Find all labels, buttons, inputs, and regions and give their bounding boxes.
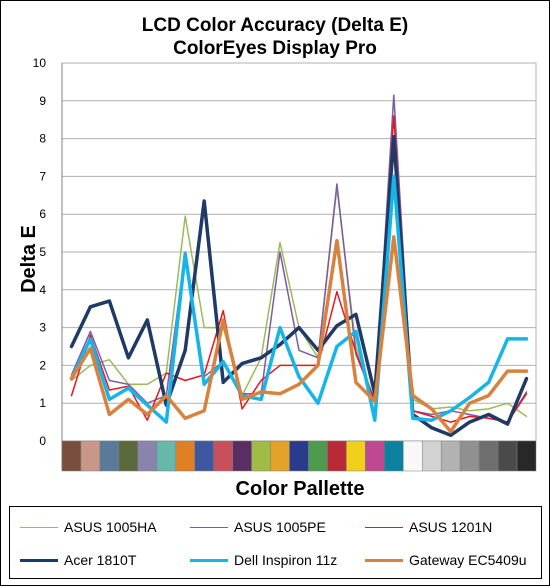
palette-swatch	[516, 440, 537, 472]
y-tick-label: 9	[39, 94, 46, 108]
legend-swatch	[365, 526, 403, 528]
y-tick-label: 4	[39, 283, 46, 297]
y-tick-label: 7	[39, 169, 46, 183]
y-tick-label: 2	[39, 358, 46, 372]
y-tick-label: 10	[33, 56, 47, 70]
palette-swatch	[61, 440, 82, 472]
y-tick-labels: 0 1 2 3 4 5 6 7 8 9 10	[33, 56, 47, 448]
y-tick-label: 8	[39, 132, 46, 146]
legend-item: Dell Inspiron 11z	[190, 550, 337, 570]
legend-label: ASUS 1005HA	[64, 519, 157, 535]
color-palette-strip	[61, 440, 537, 472]
palette-swatch	[440, 440, 461, 472]
palette-swatch	[289, 440, 309, 472]
legend-swatch	[20, 558, 58, 562]
series-line	[70, 115, 528, 423]
chart-area: LCD Color Accuracy (Delta E) ColorEyes D…	[18, 15, 537, 500]
palette-swatch	[251, 440, 271, 472]
legend-swatch	[190, 558, 228, 562]
palette-swatch	[365, 440, 385, 472]
y-tick-label: 0	[39, 434, 46, 448]
legend-item: ASUS 1005HA	[20, 517, 157, 537]
legend-item: Acer 1810T	[20, 550, 136, 570]
legend-label: Gateway EC5409u	[409, 552, 527, 568]
y-tick-label: 5	[39, 245, 46, 259]
series-lines	[69, 94, 529, 438]
palette-swatch	[118, 440, 139, 472]
y-axis-title: Delta E	[18, 225, 40, 293]
y-tick-label: 3	[39, 321, 46, 335]
palette-swatch	[478, 440, 499, 472]
palette-swatch	[327, 440, 347, 472]
legend: ASUS 1005HA ASUS 1005PE ASUS 1201N Acer …	[9, 506, 542, 579]
legend-swatch	[20, 526, 58, 528]
palette-swatch	[175, 440, 195, 472]
palette-swatch	[308, 440, 328, 472]
palette-swatch	[459, 440, 480, 472]
legend-swatch	[190, 526, 228, 528]
palette-swatch	[497, 440, 518, 472]
series-line	[69, 134, 529, 438]
series-line	[69, 235, 529, 434]
legend-item: ASUS 1201N	[365, 517, 492, 537]
palette-swatch	[99, 440, 120, 472]
y-tick-label: 6	[39, 207, 46, 221]
x-axis-title: Color Pallette	[236, 478, 365, 500]
legend-item: ASUS 1005PE	[190, 517, 326, 537]
legend-swatch	[365, 558, 403, 562]
legend-label: ASUS 1201N	[409, 519, 493, 535]
palette-swatch	[421, 440, 442, 472]
chart-title: LCD Color Accuracy (Delta E)	[142, 15, 408, 36]
palette-swatch	[156, 440, 177, 472]
y-tick-label: 1	[39, 396, 46, 410]
series-line	[69, 174, 529, 424]
palette-swatch	[194, 440, 214, 472]
palette-swatch	[403, 440, 423, 472]
chart-subtitle: ColorEyes Display Pro	[173, 38, 377, 59]
palette-swatch	[270, 440, 290, 472]
palette-swatch	[346, 440, 366, 472]
legend-label: ASUS 1005PE	[234, 519, 326, 535]
palette-swatch	[213, 440, 233, 472]
palette-swatch	[384, 440, 404, 472]
palette-swatch	[137, 440, 158, 472]
palette-swatch	[232, 440, 252, 472]
legend-label: Acer 1810T	[64, 552, 137, 568]
legend-item: Gateway EC5409u	[365, 550, 527, 570]
legend-label: Dell Inspiron 11z	[234, 552, 338, 568]
palette-swatch	[80, 440, 101, 472]
